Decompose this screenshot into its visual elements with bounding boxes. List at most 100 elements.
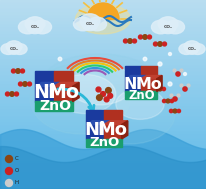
Text: H: H bbox=[15, 180, 19, 185]
Polygon shape bbox=[103, 121, 127, 124]
Bar bbox=[0, 136, 206, 139]
Bar bbox=[0, 94, 206, 98]
FancyBboxPatch shape bbox=[125, 66, 140, 91]
Ellipse shape bbox=[33, 20, 51, 34]
Ellipse shape bbox=[165, 20, 184, 34]
Bar bbox=[0, 16, 206, 19]
Bar bbox=[0, 50, 206, 53]
Text: Mo: Mo bbox=[47, 83, 79, 102]
Bar bbox=[0, 85, 206, 88]
Bar bbox=[0, 88, 206, 91]
Circle shape bbox=[6, 156, 12, 163]
Circle shape bbox=[169, 99, 173, 103]
Text: ZnO: ZnO bbox=[89, 136, 119, 149]
Ellipse shape bbox=[25, 17, 45, 31]
Bar bbox=[0, 123, 206, 126]
Ellipse shape bbox=[67, 63, 132, 105]
FancyBboxPatch shape bbox=[140, 66, 156, 91]
FancyBboxPatch shape bbox=[35, 101, 73, 111]
Bar bbox=[0, 176, 206, 180]
Bar bbox=[0, 148, 206, 151]
Circle shape bbox=[157, 62, 161, 66]
Circle shape bbox=[107, 93, 112, 98]
Circle shape bbox=[169, 109, 172, 113]
Bar bbox=[0, 167, 206, 170]
FancyBboxPatch shape bbox=[103, 110, 121, 139]
Ellipse shape bbox=[82, 19, 97, 31]
Circle shape bbox=[154, 87, 157, 91]
Circle shape bbox=[27, 82, 31, 86]
Bar bbox=[0, 164, 206, 167]
Polygon shape bbox=[140, 76, 161, 79]
Text: CO₂: CO₂ bbox=[187, 47, 195, 51]
Circle shape bbox=[153, 42, 157, 46]
Bar bbox=[0, 117, 206, 120]
Circle shape bbox=[157, 87, 161, 91]
Circle shape bbox=[162, 87, 165, 91]
Polygon shape bbox=[86, 121, 110, 124]
Polygon shape bbox=[121, 121, 127, 139]
Bar bbox=[0, 139, 206, 142]
Circle shape bbox=[169, 94, 172, 97]
Bar bbox=[0, 44, 206, 47]
Ellipse shape bbox=[85, 84, 174, 144]
Text: Ni: Ni bbox=[84, 121, 105, 139]
Bar bbox=[0, 151, 206, 154]
Ellipse shape bbox=[30, 64, 129, 134]
Ellipse shape bbox=[8, 45, 20, 54]
Text: Ni: Ni bbox=[33, 83, 56, 102]
Bar bbox=[0, 82, 206, 85]
Bar bbox=[0, 66, 206, 69]
Ellipse shape bbox=[183, 41, 199, 52]
Circle shape bbox=[167, 82, 171, 86]
Circle shape bbox=[23, 82, 27, 86]
Bar bbox=[0, 129, 206, 132]
Bar bbox=[0, 41, 206, 44]
Bar bbox=[0, 79, 206, 82]
Bar bbox=[0, 28, 206, 32]
Bar bbox=[0, 145, 206, 148]
Bar bbox=[0, 57, 206, 60]
Text: ZnO: ZnO bbox=[128, 89, 154, 102]
Circle shape bbox=[182, 87, 186, 91]
Ellipse shape bbox=[157, 17, 177, 31]
Ellipse shape bbox=[45, 54, 154, 104]
Text: CO₂: CO₂ bbox=[9, 47, 18, 51]
Bar bbox=[0, 47, 206, 50]
Bar bbox=[0, 0, 206, 3]
Circle shape bbox=[10, 92, 14, 96]
Circle shape bbox=[21, 69, 24, 73]
Circle shape bbox=[183, 73, 186, 75]
Circle shape bbox=[58, 57, 62, 61]
Circle shape bbox=[179, 84, 182, 87]
Bar bbox=[0, 170, 206, 173]
FancyBboxPatch shape bbox=[35, 71, 54, 102]
Text: Ni: Ni bbox=[123, 77, 142, 91]
Ellipse shape bbox=[159, 22, 175, 34]
Polygon shape bbox=[87, 3, 118, 19]
Circle shape bbox=[96, 87, 101, 92]
Bar bbox=[0, 38, 206, 41]
Polygon shape bbox=[54, 82, 79, 86]
Text: CO₂: CO₂ bbox=[163, 25, 172, 29]
Circle shape bbox=[6, 180, 12, 187]
Bar bbox=[0, 107, 206, 110]
Bar bbox=[0, 183, 206, 186]
Polygon shape bbox=[72, 82, 79, 102]
Ellipse shape bbox=[189, 43, 204, 54]
Text: Mo: Mo bbox=[97, 121, 127, 139]
Bar bbox=[0, 173, 206, 176]
Text: Mo: Mo bbox=[135, 77, 162, 91]
Bar bbox=[0, 13, 206, 16]
Circle shape bbox=[175, 72, 179, 76]
Ellipse shape bbox=[185, 45, 197, 54]
Bar bbox=[0, 161, 206, 164]
Bar bbox=[0, 113, 206, 117]
Bar bbox=[0, 142, 206, 145]
Polygon shape bbox=[35, 82, 60, 86]
Ellipse shape bbox=[115, 89, 163, 119]
Circle shape bbox=[138, 35, 142, 39]
Circle shape bbox=[186, 84, 189, 87]
Circle shape bbox=[6, 167, 12, 174]
Bar bbox=[0, 91, 206, 94]
